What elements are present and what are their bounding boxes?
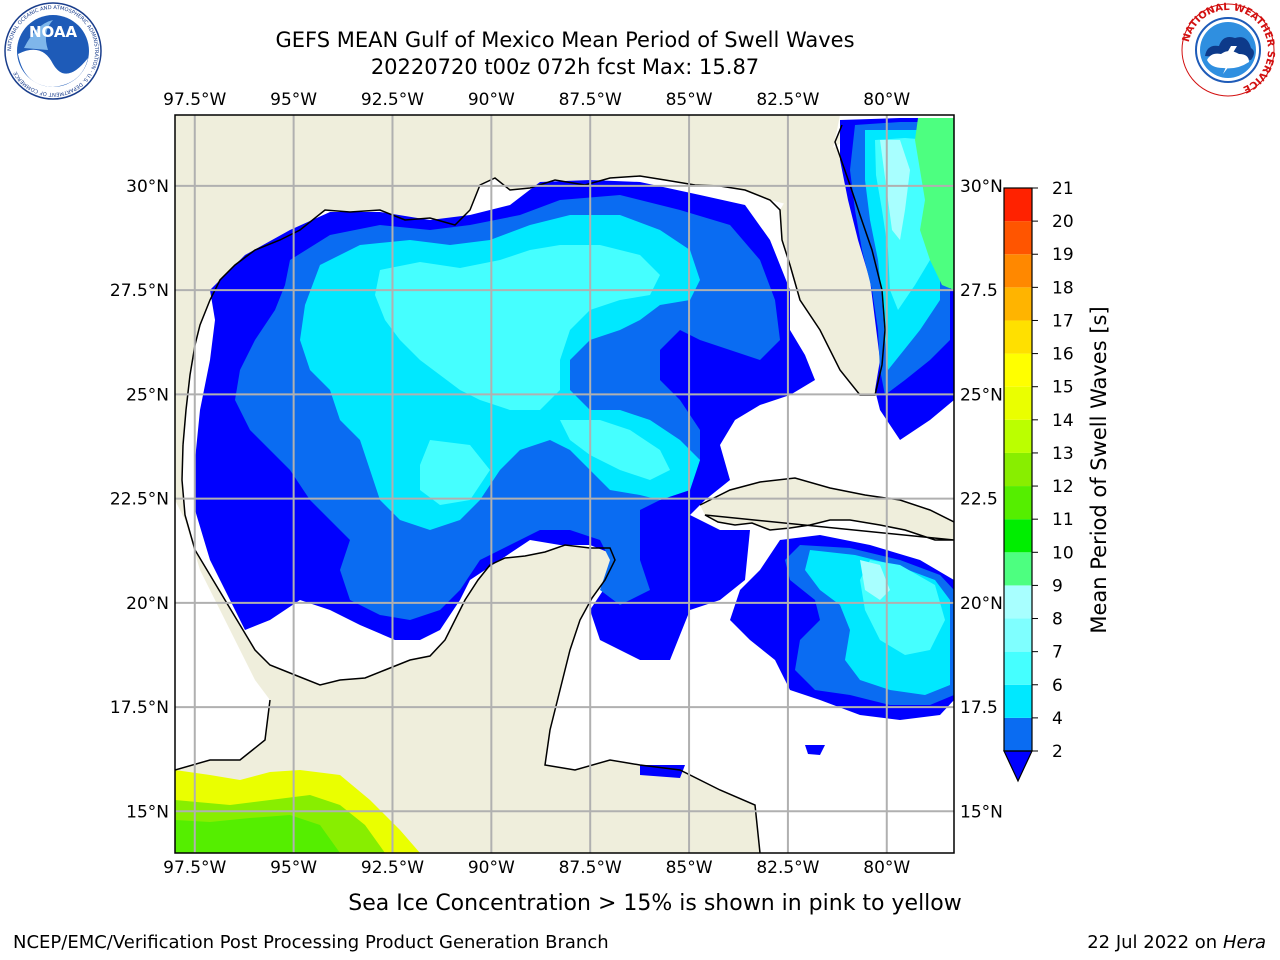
map-frame [174, 114, 955, 854]
colorbar-tick-label: 9 [1052, 576, 1063, 596]
lat-label-left: 15°N [126, 802, 169, 822]
colorbar-tick-label: 20 [1052, 212, 1074, 232]
lat-label-right: 15°N [960, 802, 1003, 822]
colorbar-segment [1004, 585, 1032, 619]
footer-credit: NCEP/EMC/Verification Post Processing Pr… [13, 932, 609, 953]
lon-label-bottom: 87.5°W [559, 858, 622, 878]
lat-label-left: 27.5°N [110, 281, 169, 301]
lon-label-bottom: 82.5°W [756, 858, 819, 878]
colorbar-segment [1004, 717, 1032, 751]
colorbar-tick-label: 12 [1052, 477, 1074, 497]
colorbar-tick-label: 11 [1052, 510, 1074, 530]
colorbar-tick-label: 21 [1052, 179, 1074, 199]
lat-label-left: 20°N [126, 594, 169, 614]
lat-lon-gridlines [175, 115, 954, 853]
colorbar-segment [1004, 221, 1032, 255]
colorbar-tick-label: 2 [1052, 742, 1063, 762]
map-subtitle: 20220720 t00z 072h fcst Max: 15.87 [370, 55, 760, 79]
colorbar-tick-label: 10 [1052, 543, 1074, 563]
lon-label-top: 82.5°W [756, 90, 819, 110]
colorbar-segment [1004, 188, 1032, 222]
colorbar-segment [1004, 353, 1032, 387]
colorbar-tick-label: 14 [1052, 411, 1074, 431]
lat-label-left: 17.5°N [110, 698, 169, 718]
lon-label-top: 85°W [666, 90, 713, 110]
colorbar-tick-label: 8 [1052, 610, 1063, 630]
lon-label-bottom: 90°W [468, 858, 515, 878]
coastline [175, 124, 954, 853]
land-areas [175, 115, 954, 853]
lat-label-right: 27.5 [960, 281, 998, 301]
axis-labels: 97.5°W 97.5°W 95°W 95°W 92.5°W 92.5°W 90°W 90°W… [110, 90, 1003, 878]
lon-label-top: 87.5°W [559, 90, 622, 110]
sea-ice-note: Sea Ice Concentration > 15% is shown in … [348, 891, 962, 916]
colorbar-segment [1004, 287, 1032, 321]
colorbar-tick-label: 17 [1052, 311, 1074, 331]
lon-label-top: 90°W [468, 90, 515, 110]
footer-host: Hera [1222, 932, 1266, 953]
colorbar-tick-label: 18 [1052, 278, 1074, 298]
colorbar-segment [1004, 386, 1032, 420]
colorbar-segment [1004, 486, 1032, 520]
map-title: GEFS MEAN Gulf of Mexico Mean Period of … [275, 28, 855, 52]
lat-label-left: 25°N [126, 385, 169, 405]
colorbar-segment [1004, 618, 1032, 652]
lon-label-bottom: 92.5°W [361, 858, 424, 878]
colorbar-tick-label: 19 [1052, 245, 1074, 265]
lon-label-bottom: 97.5°W [163, 858, 226, 878]
lon-label-top: 95°W [270, 90, 317, 110]
lon-label-bottom: 85°W [666, 858, 713, 878]
colorbar-segment [1004, 419, 1032, 453]
colorbar: 2 4 6 7 8 9 10 11 12 13 14 15 16 17 18 19 20 21 Mean Perio… [1003, 179, 1111, 783]
lon-label-top: 80°W [863, 90, 910, 110]
lon-label-top: 97.5°W [163, 90, 226, 110]
lon-label-bottom: 80°W [863, 858, 910, 878]
colorbar-segment [1004, 651, 1032, 685]
colorbar-tick-label: 16 [1052, 345, 1074, 365]
colorbar-segment [1004, 254, 1032, 288]
colorbar-tick-label: 6 [1052, 676, 1063, 696]
lat-label-left: 22.5°N [110, 490, 169, 510]
colorbar-tick-label: 4 [1052, 709, 1063, 729]
colorbar-segment [1004, 519, 1032, 553]
colorbar-under-arrow [1003, 750, 1033, 783]
swell-period-9-10 [915, 118, 954, 290]
colorbar-segment [1004, 552, 1032, 586]
colorbar-tick-label: 15 [1052, 378, 1074, 398]
lat-label-right: 20°N [960, 594, 1003, 614]
noaa-logo-text: NOAA [29, 23, 78, 41]
lat-label-right: 22.5 [960, 490, 998, 510]
lat-label-right: 25°N [960, 385, 1003, 405]
lon-label-bottom: 95°W [270, 858, 317, 878]
colorbar-tick-label: 13 [1052, 444, 1074, 464]
lat-label-right: 17.5 [960, 698, 998, 718]
colorbar-label: Mean Period of Swell Waves [s] [1087, 306, 1111, 633]
footer-date-text: 22 Jul 2022 on [1087, 932, 1223, 953]
colorbar-segment [1004, 320, 1032, 354]
colorbar-tick-label: 7 [1052, 643, 1063, 663]
noaa-logo: NOAA NATIONAL OCEANIC AND ATMOSPHERIC AD… [4, 2, 102, 100]
nws-logo: NATIONAL WEATHER SERVICE [1181, 2, 1276, 97]
lon-label-top: 92.5°W [361, 90, 424, 110]
lat-label-right: 30°N [960, 177, 1003, 197]
colorbar-segment [1004, 684, 1032, 718]
footer-date: 22 Jul 2022 on Hera [1087, 932, 1266, 953]
lat-label-left: 30°N [126, 177, 169, 197]
colorbar-segment [1004, 452, 1032, 487]
